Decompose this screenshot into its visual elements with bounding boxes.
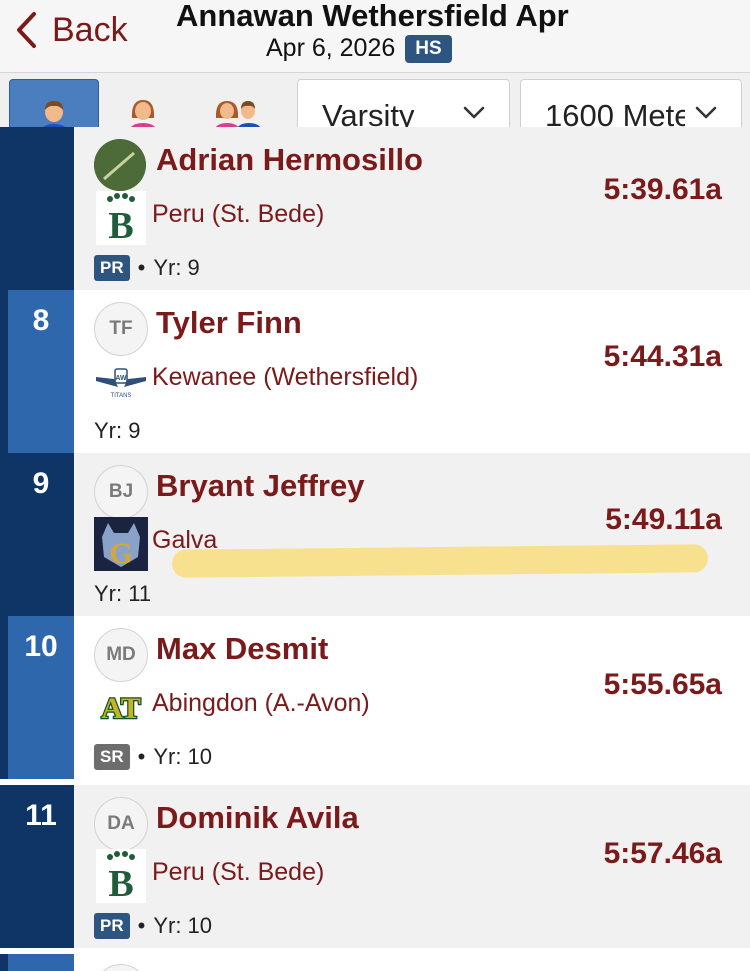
result-row[interactable]: 11 DA Dominik Avila B Peru (St. Bede) 5:…: [0, 785, 750, 948]
result-row[interactable]: 9 BJ Bryant Jeffrey G Galva 5:49.11a Yr:…: [0, 453, 750, 616]
athlete-name[interactable]: Max Desmit: [156, 631, 329, 666]
place-number: 8: [8, 290, 74, 453]
athlete-initials-avatar: TF: [94, 302, 148, 356]
meet-date-line: Apr 6, 2026 HS: [266, 34, 452, 63]
athlete-meta: Yr: 11: [94, 581, 151, 607]
separator-dot: •: [137, 744, 146, 769]
row-edge: [0, 954, 8, 971]
nav-header: Back Annawan Wethersfield Apr Apr 6, 202…: [0, 0, 750, 73]
bigfoot-logo-icon: B: [96, 191, 146, 245]
place-number: 9: [8, 453, 74, 616]
athlete-initials-avatar: DA: [94, 797, 148, 851]
athlete-initials-avatar: MD: [94, 628, 148, 682]
result-time: 5:57.46a: [603, 837, 722, 870]
school-logo: B: [94, 849, 148, 903]
at-logo-icon: AT: [100, 691, 142, 724]
result-time: 5:44.31a: [603, 340, 722, 373]
athlete-photo-icon: [94, 139, 146, 191]
chevron-down-icon: [695, 106, 717, 119]
row-edge: [0, 785, 8, 948]
athlete-initials-avatar: BJ: [94, 465, 148, 519]
athlete-year: Yr: 10: [153, 744, 213, 769]
athlete-year: Yr: 11: [94, 581, 152, 606]
svg-text:TITANS: TITANS: [111, 393, 132, 399]
separator-dot: •: [137, 255, 146, 280]
athlete-year: Yr: 9: [94, 418, 141, 443]
svg-text:AW: AW: [115, 375, 127, 382]
athlete-meta: Yr: 9: [94, 418, 140, 444]
result-time: 5:49.11a: [605, 503, 722, 536]
titans-logo-icon: AW TITANS: [96, 368, 146, 399]
athlete-photo: [94, 139, 146, 191]
school-logo: B: [94, 191, 148, 245]
place-number: [8, 954, 74, 971]
result-time: 5:55.65a: [603, 668, 722, 701]
pr-badge: PR: [94, 255, 130, 281]
school-name[interactable]: Peru (St. Bede): [152, 200, 325, 228]
athlete-name[interactable]: Dominik Avila: [156, 800, 359, 835]
sr-badge: SR: [94, 744, 130, 770]
svg-text:G: G: [109, 537, 132, 570]
wildcat-logo-icon: G: [94, 517, 148, 571]
page-title: Annawan Wethersfield Apr: [176, 0, 569, 33]
meet-date: Apr 6, 2026: [266, 34, 396, 62]
back-label: Back: [52, 10, 128, 49]
svg-text:AT: AT: [101, 692, 140, 724]
school-name[interactable]: Peru (St. Bede): [152, 858, 325, 886]
school-name[interactable]: Galva: [152, 526, 218, 554]
school-logo: AT: [94, 680, 148, 734]
level-badge: HS: [405, 34, 452, 63]
chevron-down-icon: [463, 106, 485, 119]
bigfoot-logo-icon: B: [96, 849, 146, 903]
school-name[interactable]: Abingdon (A.-Avon): [152, 689, 370, 717]
athlete-initials-avatar: [94, 964, 148, 971]
athlete-meta: SR • Yr: 10: [94, 744, 212, 770]
school-name[interactable]: Kewanee (Wethersfield): [152, 363, 419, 391]
separator-dot: •: [137, 913, 146, 938]
athlete-year: Yr: 10: [153, 913, 213, 938]
back-button[interactable]: Back: [14, 10, 128, 50]
result-time: 5:39.61a: [603, 173, 722, 206]
result-row[interactable]: 8 TF Tyler Finn AW TITANS Kewanee (Wethe…: [0, 290, 750, 453]
chevron-left-icon: [17, 12, 36, 48]
athlete-name[interactable]: Bryant Jeffrey: [156, 468, 365, 503]
row-edge: [0, 290, 8, 453]
svg-text:B: B: [108, 205, 133, 245]
school-logo: G: [94, 517, 148, 571]
marker-highlight: [171, 544, 709, 578]
svg-text:B: B: [108, 863, 133, 903]
row-edge: [0, 616, 8, 779]
row-edge: [0, 127, 8, 290]
pr-badge: PR: [94, 913, 130, 939]
athlete-meta: PR • Yr: 9: [94, 255, 200, 281]
row-edge: [0, 453, 8, 616]
place-number: 11: [8, 785, 74, 948]
result-row[interactable]: 10 MD Max Desmit AT Abingdon (A.-Avon) 5…: [0, 616, 750, 779]
athlete-year: Yr: 9: [153, 255, 200, 280]
athlete-name[interactable]: Tyler Finn: [156, 305, 302, 340]
result-row[interactable]: [0, 954, 750, 971]
athlete-meta: PR • Yr: 10: [94, 913, 212, 939]
place-number: [8, 127, 74, 290]
result-row[interactable]: Adrian Hermosillo B Peru (St. Bede) 5:39…: [0, 127, 750, 290]
school-logo: AW TITANS: [94, 354, 148, 408]
place-number: 10: [8, 616, 74, 779]
athlete-name[interactable]: Adrian Hermosillo: [156, 142, 423, 177]
